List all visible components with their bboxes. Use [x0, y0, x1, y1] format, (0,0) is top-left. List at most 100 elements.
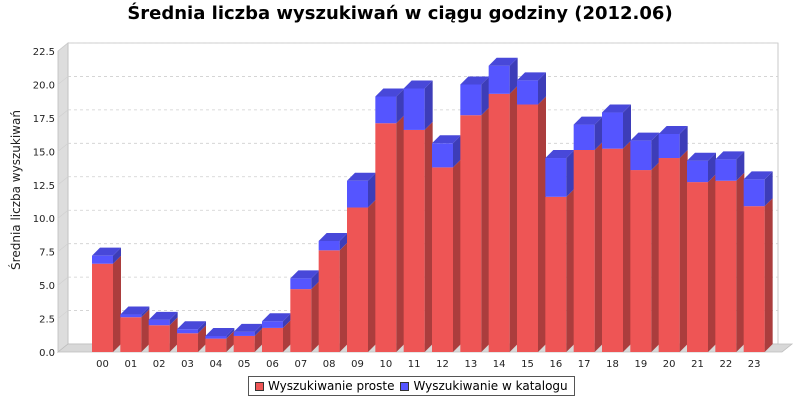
bar-simple [205, 338, 227, 352]
bar-catalog [687, 160, 708, 183]
bar-catalog [715, 159, 737, 181]
bar-top [545, 150, 575, 159]
bar-top [403, 80, 433, 89]
bar-side-simple [509, 85, 518, 352]
bar-top [715, 151, 745, 160]
x-tick-label: 16 [549, 359, 562, 370]
bar-catalog [432, 143, 453, 168]
bar-top [488, 57, 518, 66]
bar-catalog [120, 314, 142, 318]
bar-side-catalog [396, 88, 405, 124]
bar-simple [233, 335, 255, 352]
bar-side-catalog [736, 151, 745, 181]
bar-simple [290, 289, 312, 352]
bar-catalog [318, 240, 340, 251]
bar-side-catalog [453, 135, 461, 168]
gridline-side [57, 276, 69, 286]
bar-side-simple [651, 162, 660, 352]
x-tick-label: 04 [209, 359, 222, 370]
bar-catalog [177, 329, 198, 334]
bar-simple [318, 250, 340, 352]
gridline-side [57, 209, 69, 219]
bar-side-catalog [141, 306, 150, 318]
legend-swatch-simple [255, 381, 264, 391]
plot-side-wall [57, 42, 69, 353]
bar-catalog [290, 278, 312, 290]
bar-top [517, 72, 546, 81]
bar-top [347, 172, 376, 181]
x-tick-label: 03 [181, 359, 194, 370]
bar-top [233, 323, 263, 332]
x-tick-label: 02 [153, 359, 166, 370]
bar-side-catalog [424, 80, 433, 130]
bar-side-simple [736, 172, 745, 352]
bar-simple [403, 129, 425, 352]
bar-top [687, 152, 716, 161]
y-axis-label: Średnia liczba wyszukiwań [8, 110, 23, 270]
bar-side-simple [141, 309, 150, 352]
bar-top [148, 311, 178, 320]
bar-catalog [148, 319, 170, 326]
bar-simple [148, 325, 170, 352]
y-tick-label: 15.0 [33, 147, 55, 158]
bar-simple [743, 206, 765, 352]
legend: Wyszukiwanie proste Wyszukiwanie w katal… [248, 376, 575, 396]
bar-catalog [262, 321, 283, 328]
bar-side-catalog [226, 327, 235, 339]
legend-swatch-catalog [400, 381, 410, 391]
y-tick-label: 2.5 [39, 315, 55, 326]
bar-catalog [347, 180, 368, 208]
bar-side-catalog [509, 57, 518, 94]
bar-simple [658, 158, 680, 352]
bar-top [602, 104, 631, 113]
bar-top [177, 321, 206, 330]
legend-label-simple: Wyszukiwanie proste [268, 379, 395, 393]
bar-side-simple [594, 141, 603, 352]
x-tick-label: 17 [578, 359, 591, 370]
x-tick-label: 01 [124, 359, 137, 370]
bar-side-catalog [481, 76, 490, 116]
y-tick-label: 10.0 [33, 214, 55, 225]
legend-item-simple: Wyszukiwanie proste [255, 379, 394, 393]
bar-catalog [488, 65, 510, 94]
x-tick-label: 06 [266, 359, 279, 370]
bar-side-catalog [368, 172, 376, 208]
legend-label-catalog: Wyszukiwanie w katalogu [413, 379, 568, 393]
bar-side-catalog [708, 152, 716, 183]
x-tick-label: 22 [719, 359, 732, 370]
bar-side-simple [113, 255, 121, 352]
gridline-side [57, 76, 69, 85]
bar-simple [715, 180, 737, 352]
x-tick-label: 11 [408, 359, 421, 370]
bar-side-simple [764, 198, 773, 352]
x-tick-label: 19 [634, 359, 647, 370]
bar-side-simple [396, 115, 405, 353]
bar-catalog [460, 84, 482, 116]
x-tick-label: 15 [521, 359, 534, 370]
bar-side-simple [708, 174, 716, 352]
bar-side-catalog [198, 321, 206, 334]
bar-top [573, 116, 603, 125]
plot-area: 0.0 2.5 5.0 7.5 10.0 12.5 15.0 17.5 20.0 22.5 00 01… [33, 42, 794, 370]
bar-catalog [92, 255, 113, 264]
bar-side-simple [254, 327, 263, 352]
bar-catalog [602, 112, 623, 149]
y-tick-label: 5.0 [39, 281, 55, 292]
bar-simple [573, 149, 595, 352]
bar-simple [488, 93, 510, 352]
bar-top [318, 232, 348, 241]
bar-side-simple [226, 330, 235, 352]
x-tick-label: 08 [323, 359, 336, 370]
gridline-side [57, 42, 69, 52]
x-tick-label: 13 [464, 359, 477, 370]
bar-top [290, 270, 320, 279]
bar-side-catalog [538, 72, 546, 105]
bar-side-simple [623, 140, 631, 352]
bar-side-simple [169, 317, 178, 352]
bar-catalog [403, 88, 425, 130]
chart-title: Średnia liczba wyszukiwań w ciągu godzin… [127, 2, 672, 24]
gridline-side [57, 143, 69, 152]
bar-side-catalog [311, 270, 320, 290]
bar-simple [545, 196, 567, 352]
bar-simple [630, 170, 652, 352]
